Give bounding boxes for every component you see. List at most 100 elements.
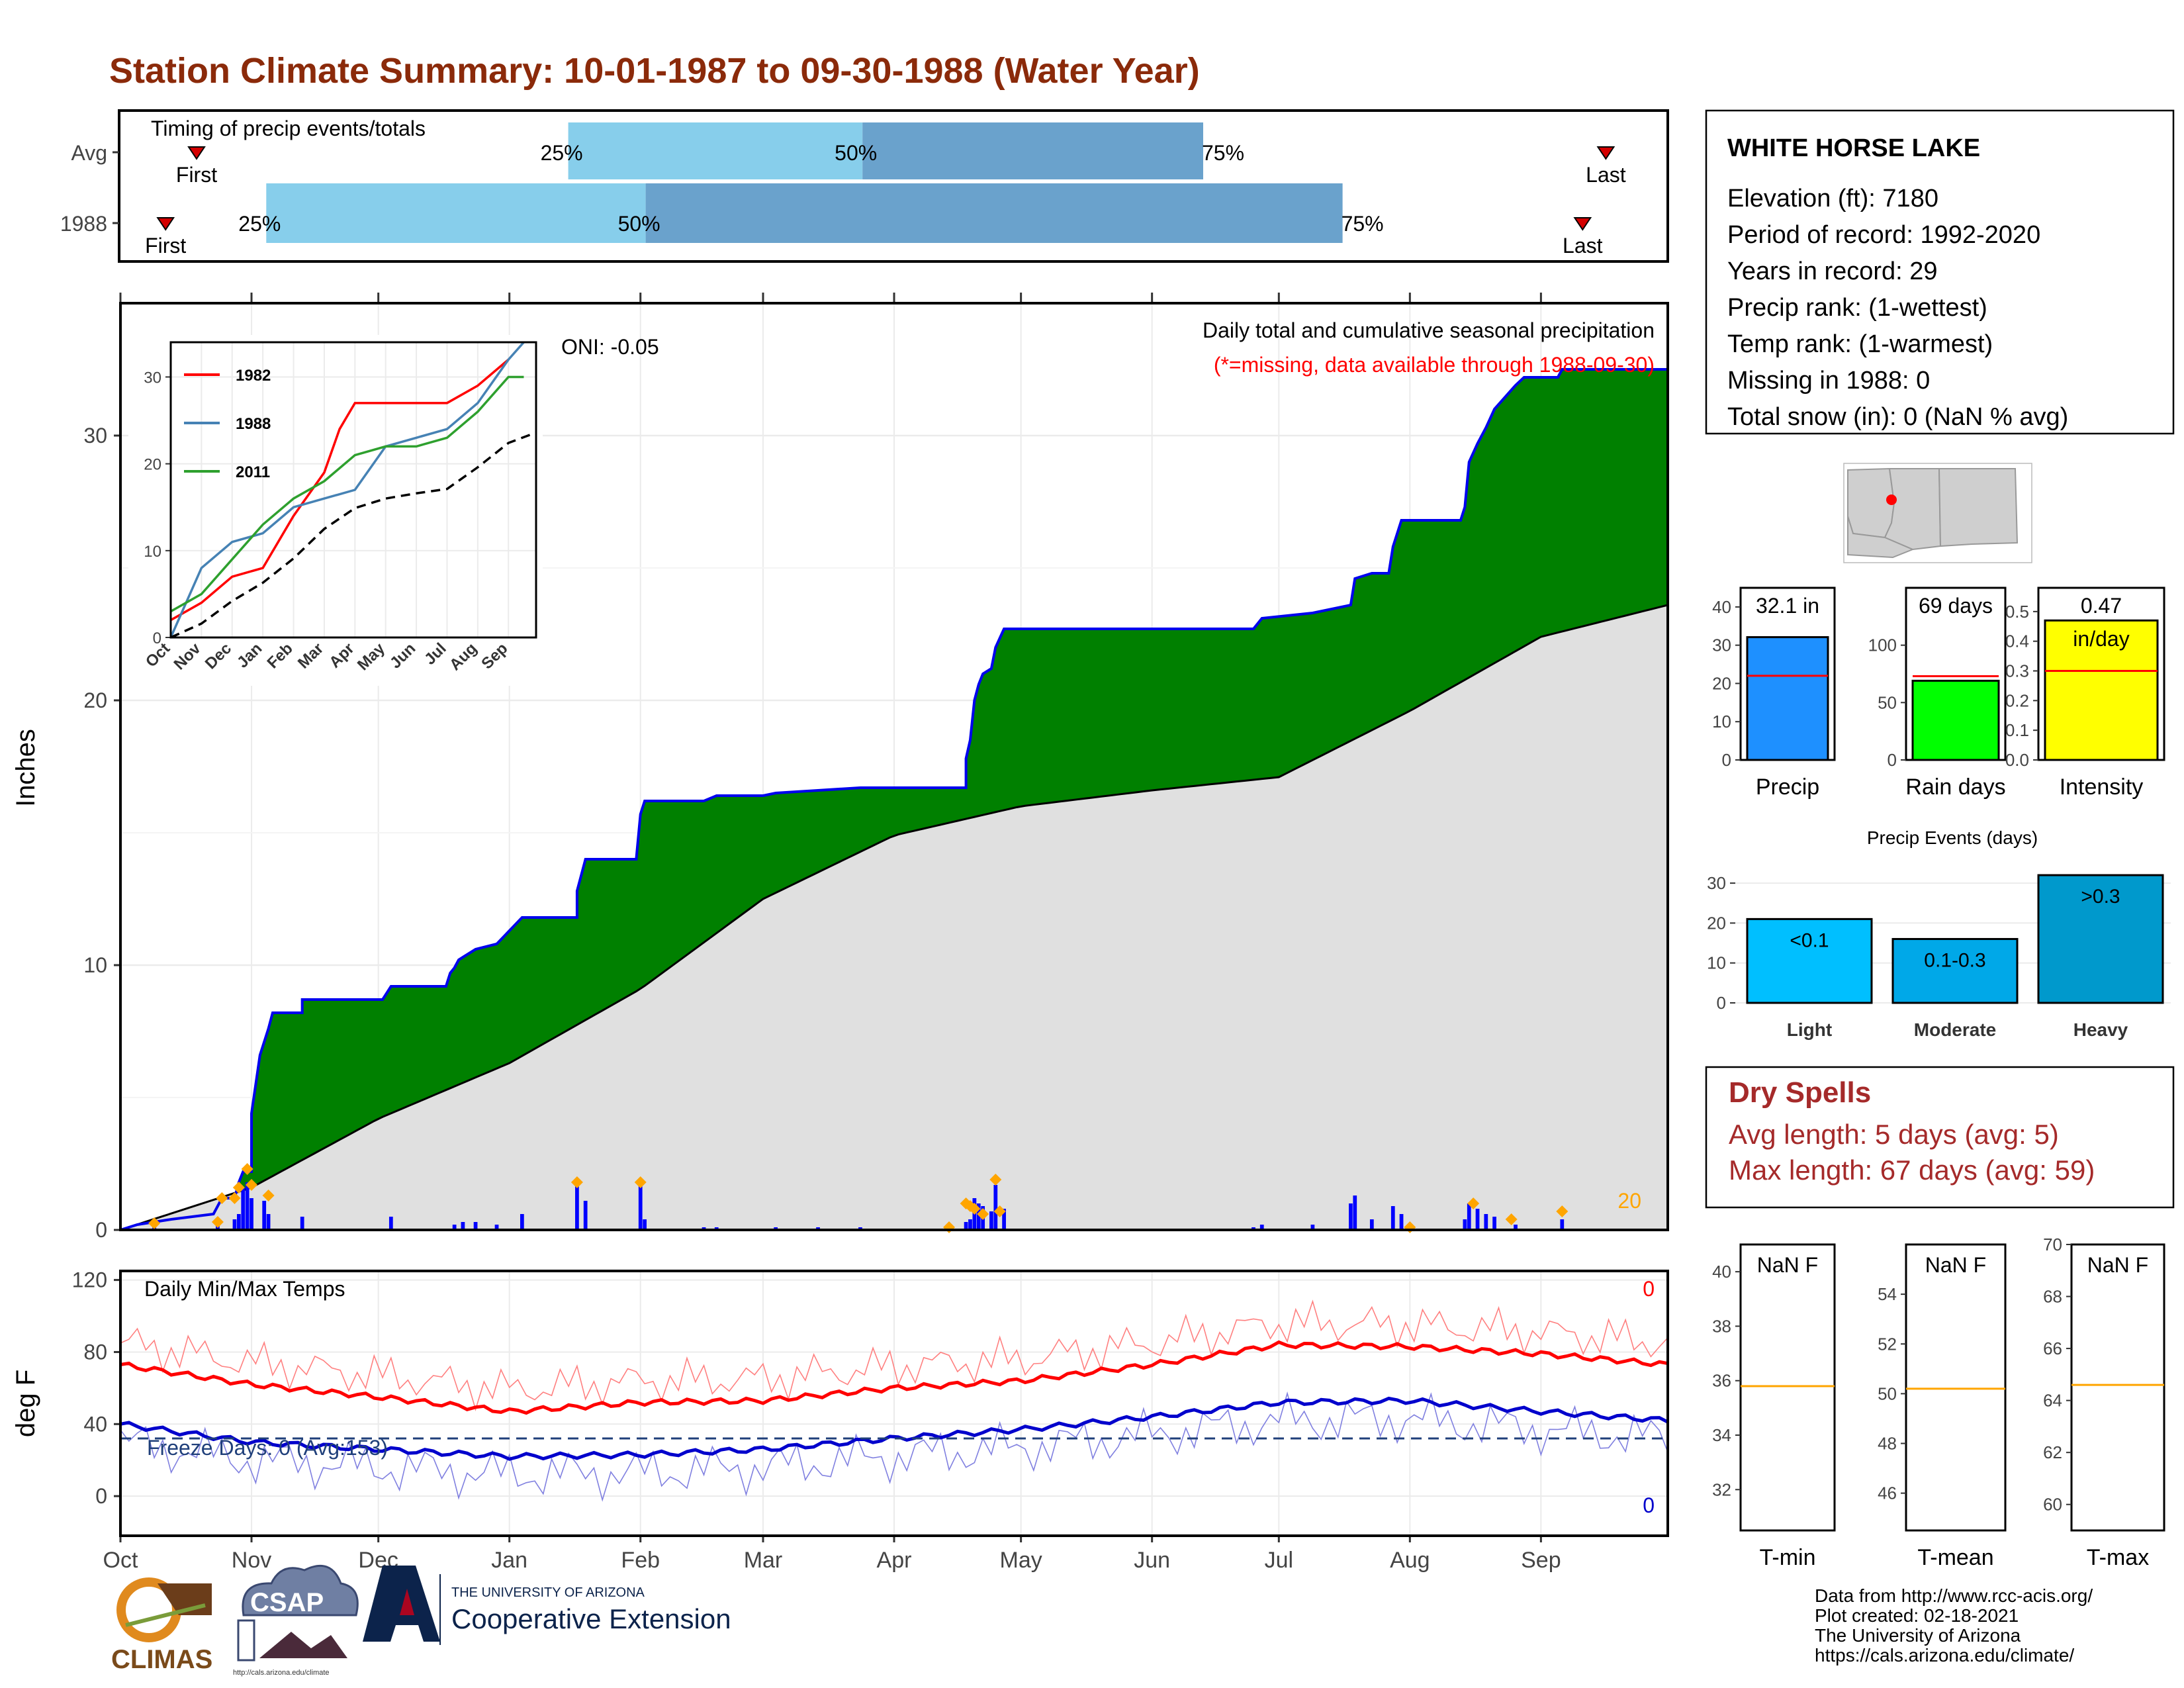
temps-title: Daily Min/Max Temps bbox=[144, 1277, 345, 1301]
daily-precip-bar bbox=[1390, 1206, 1395, 1230]
station-box: WHITE HORSE LAKE Elevation (ft): 7180 Per… bbox=[1705, 109, 2175, 435]
ua-small-text: THE UNIVERSITY OF ARIZONA bbox=[451, 1585, 645, 1600]
events-bar-label: <0.1 bbox=[1790, 929, 1829, 951]
temps-ytick-label: 80 bbox=[83, 1340, 107, 1364]
daily-precip-bar bbox=[643, 1219, 647, 1230]
temp-panel-ytick-label: 50 bbox=[1878, 1383, 1897, 1403]
precip-event-marker bbox=[211, 1216, 224, 1228]
first-event-label: First bbox=[176, 163, 217, 187]
daily-precip-bar bbox=[473, 1222, 478, 1230]
main-ytick-label: 30 bbox=[83, 424, 107, 447]
inset-legend-label: 1982 bbox=[236, 367, 271, 385]
first-event-label: First bbox=[145, 234, 186, 258]
summary-ytick-label: 0.1 bbox=[2005, 720, 2029, 740]
events-bar-label: 0.1-0.3 bbox=[1924, 950, 1985, 972]
timing-label-50: 50% bbox=[835, 141, 877, 165]
average-tmin-line bbox=[120, 1396, 1669, 1461]
inset-ytick-label: 10 bbox=[144, 543, 161, 561]
station-frame bbox=[1705, 109, 2175, 435]
ua-logo: THE UNIVERSITY OF ARIZONA Cooperative Ex… bbox=[363, 1566, 731, 1645]
temps-xtick-label: Feb bbox=[621, 1548, 660, 1573]
credit-line: Data from http://www.rcc-acis.org/ bbox=[1815, 1585, 2093, 1606]
daily-precip-bar bbox=[1475, 1209, 1480, 1230]
daily-precip-bar bbox=[1492, 1217, 1496, 1230]
inset-legend-label: 1988 bbox=[236, 415, 271, 433]
average-cumulative-area bbox=[120, 605, 1668, 1230]
timing-label-25: 25% bbox=[541, 141, 583, 165]
temps-ytick-label: 40 bbox=[83, 1412, 107, 1436]
temps-xtick-label: Jun bbox=[1134, 1548, 1170, 1573]
temps-xtick-label: Jan bbox=[491, 1548, 527, 1573]
timing-bar-q2 bbox=[645, 183, 1343, 243]
summary-ytick-label: 0 bbox=[1722, 750, 1731, 770]
daily-precip-bar bbox=[262, 1201, 267, 1230]
freeze-days-label: Freeze Days: 0 (Avg:153) bbox=[147, 1436, 388, 1460]
temp-panel-ytick-label: 40 bbox=[1712, 1262, 1731, 1282]
last-event-marker-icon bbox=[1573, 217, 1592, 231]
last-event-label: Last bbox=[1586, 163, 1626, 187]
station-info-line: Period of record: 1992-2020 bbox=[1727, 221, 2040, 249]
station-info-line: Years in record: 29 bbox=[1727, 258, 1938, 285]
summary-ytick-label: 0 bbox=[1888, 750, 1897, 770]
csap-mountain-icon bbox=[259, 1632, 347, 1658]
events-bar-Light bbox=[1746, 917, 1873, 1004]
ua-block-a-icon bbox=[363, 1566, 440, 1642]
inset-series-Avg bbox=[170, 431, 537, 639]
precip-event-marker bbox=[634, 1176, 647, 1188]
ua-big-text: Cooperative Extension bbox=[451, 1603, 731, 1634]
map-new-mexico bbox=[1938, 468, 2019, 547]
summary-ytick-label: 10 bbox=[1712, 712, 1731, 731]
inset-series-1988 bbox=[169, 341, 525, 638]
precip-event-marker bbox=[977, 1208, 989, 1220]
events-category-label: Moderate bbox=[1914, 1019, 1996, 1040]
temps-xtick-label: Jul bbox=[1265, 1548, 1293, 1573]
inset-frame bbox=[169, 341, 537, 639]
summary-ytick-label: 50 bbox=[1878, 692, 1897, 712]
temp-panel-frame-T-min bbox=[1739, 1243, 1836, 1532]
cumulative-1988-line bbox=[120, 368, 1668, 1231]
daily-precip-bar bbox=[1259, 1225, 1264, 1230]
dry-spells-avg: Avg length: 5 days (avg: 5) bbox=[1729, 1119, 2059, 1150]
temps-xtick-label: Aug bbox=[1390, 1548, 1430, 1573]
csap-logo: CSAP http://cals.arizona.edu/climate bbox=[233, 1564, 359, 1677]
precip-event-marker bbox=[241, 1163, 253, 1175]
daily-precip-bar bbox=[964, 1222, 968, 1230]
summary-ytick-label: 0.2 bbox=[2005, 690, 2029, 710]
summary-unit-label: in/day bbox=[2073, 627, 2129, 651]
daily-precip-bar bbox=[1514, 1225, 1518, 1230]
temps-ylabel: deg F bbox=[11, 1370, 40, 1437]
daily-precip-bar bbox=[241, 1188, 246, 1230]
precip-event-marker bbox=[1505, 1213, 1518, 1225]
daily-precip-bar bbox=[1484, 1214, 1488, 1230]
csap-cloud-icon bbox=[242, 1564, 359, 1617]
summary-ytick-label: 0.5 bbox=[2005, 602, 2029, 622]
summary-bar-Intensity bbox=[2044, 619, 2159, 761]
main-header: Daily total and cumulative seasonal prec… bbox=[1203, 318, 1655, 342]
daily-precip-bar bbox=[520, 1214, 524, 1230]
daily-precip-bar bbox=[461, 1222, 465, 1230]
station-info-line: Missing in 1988: 0 bbox=[1727, 367, 1930, 395]
timing-bar-q2 bbox=[862, 122, 1203, 179]
map-arizona bbox=[1884, 468, 1942, 551]
last-event-marker-icon bbox=[1596, 146, 1615, 160]
summary-category-label: Precip bbox=[1756, 774, 1819, 800]
summary-ytick-label: 20 bbox=[1712, 673, 1731, 693]
first-event-marker-icon bbox=[187, 146, 206, 160]
events-bar-label: >0.3 bbox=[2081, 886, 2120, 908]
tmax-count-label: 0 bbox=[1643, 1277, 1655, 1301]
average-cumulative-line bbox=[120, 604, 1668, 1231]
precip-event-marker bbox=[148, 1217, 161, 1229]
precip-event-marker bbox=[228, 1192, 241, 1204]
daily-precip-bar bbox=[1353, 1196, 1357, 1230]
temp-panel-ytick-label: 38 bbox=[1712, 1316, 1731, 1336]
daily-precip-bar bbox=[1560, 1219, 1565, 1230]
precip-event-marker bbox=[1467, 1197, 1480, 1209]
events-bar-Heavy bbox=[2037, 874, 2164, 1004]
daily-precip-bar bbox=[452, 1225, 457, 1230]
summary-value-label: 32.1 in bbox=[1756, 594, 1819, 618]
events-title: Precip Events (days) bbox=[1867, 827, 2038, 848]
daily-tmin-line bbox=[120, 1391, 1668, 1502]
daily-precip-bar bbox=[494, 1225, 499, 1230]
timing-row-label-Avg: Avg bbox=[71, 141, 107, 165]
temp-panel-ytick-label: 64 bbox=[2043, 1391, 2062, 1411]
